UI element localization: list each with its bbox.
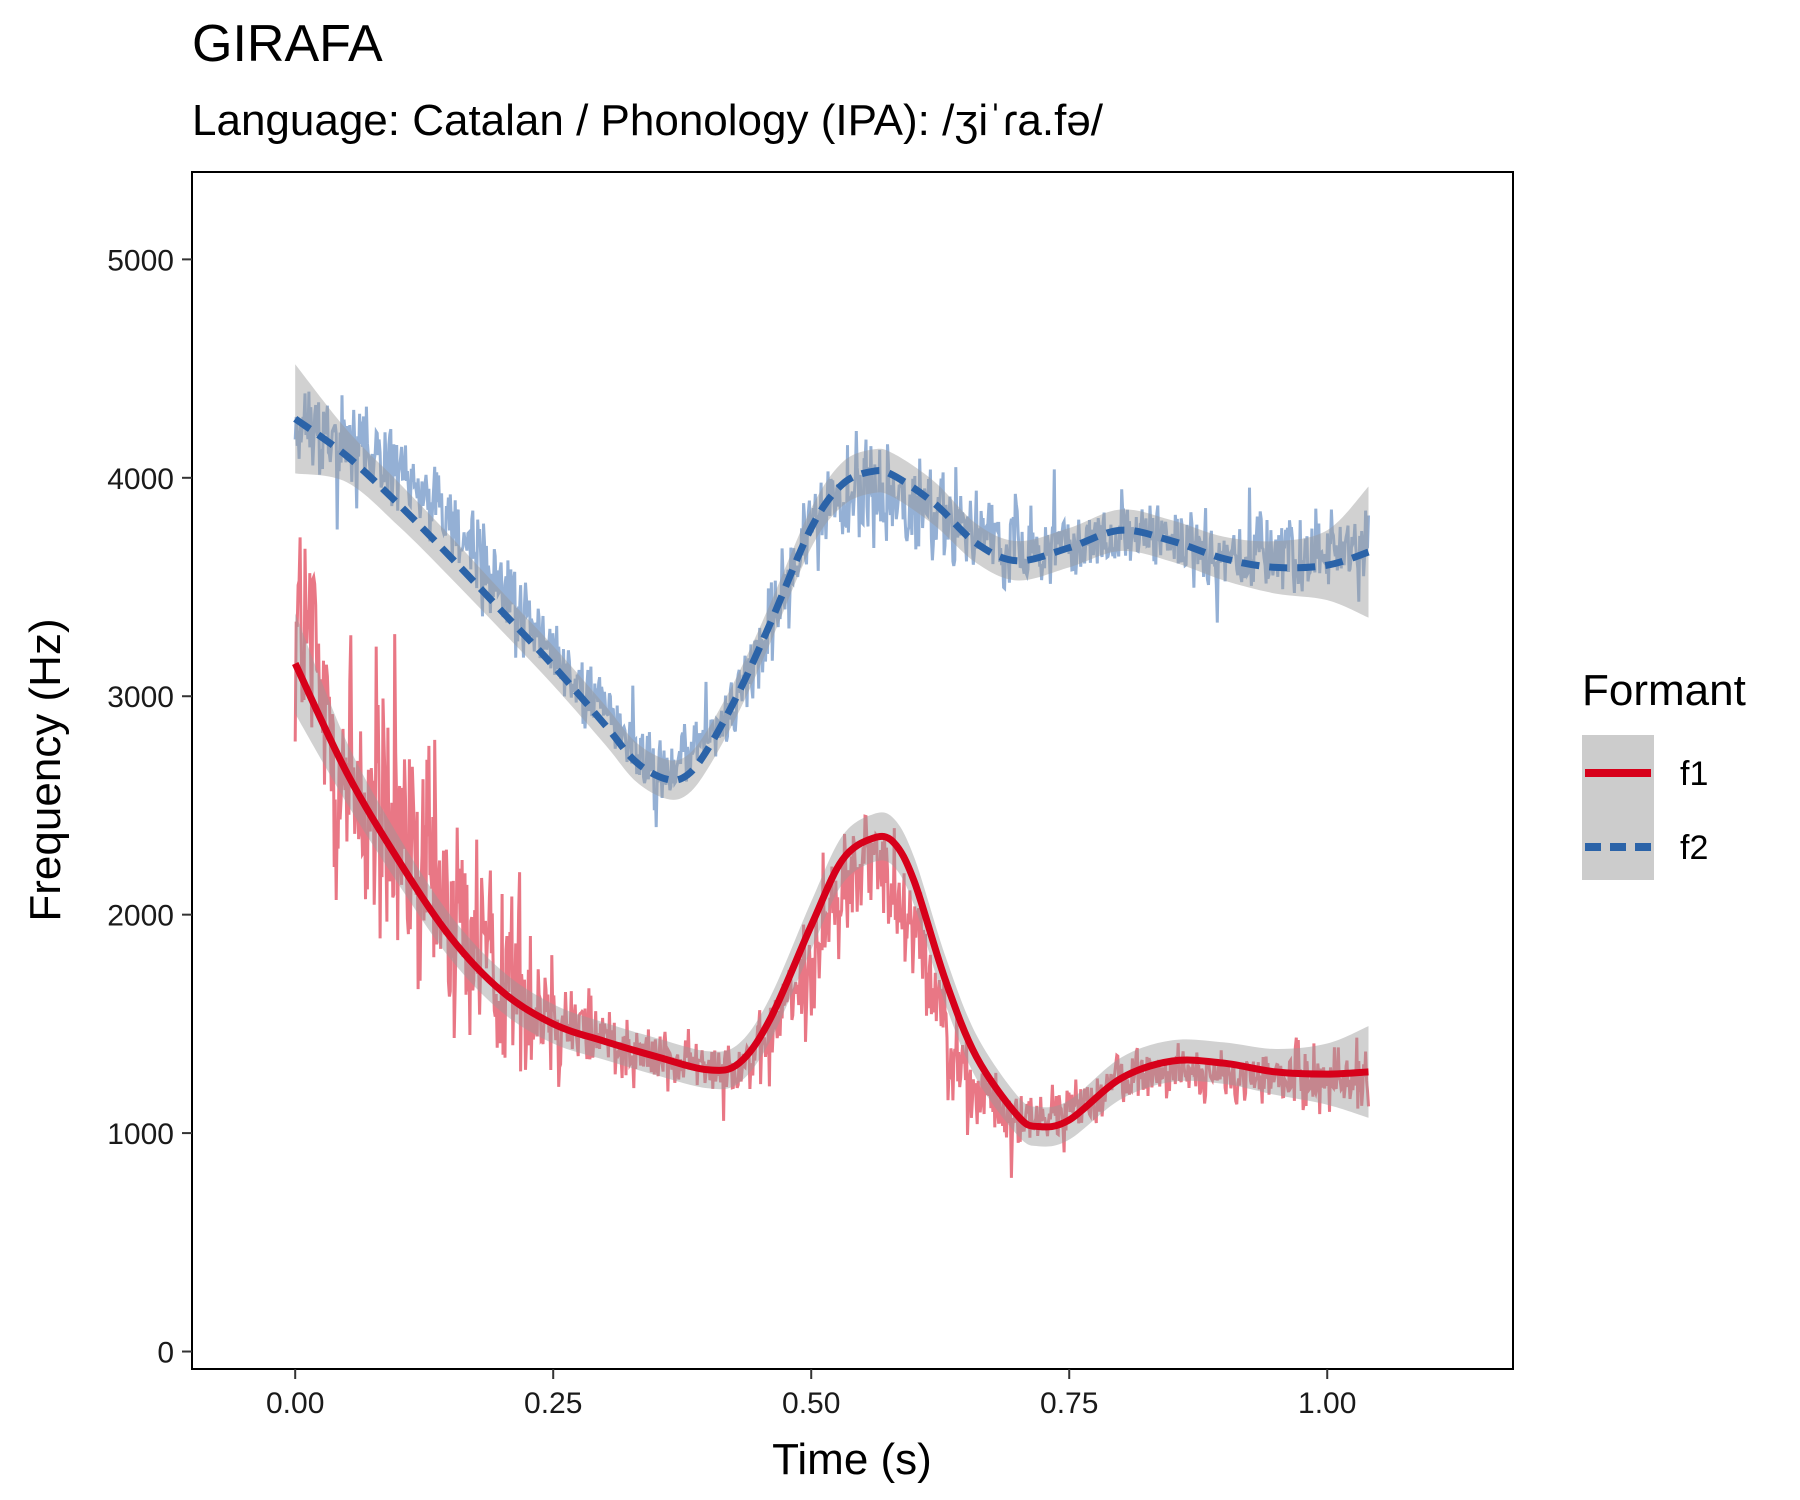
- chart-subtitle: Language: Catalan / Phonology (IPA): /ʒi…: [192, 96, 1104, 145]
- y-axis-title: Frequency (Hz): [21, 618, 70, 921]
- legend-label-f1: f1: [1680, 755, 1708, 793]
- x-axis: 0.00 0.25 0.50 0.75 1.00: [266, 1369, 1356, 1420]
- raw-track-f1: [293, 537, 1370, 1178]
- x-tick-label: 0.75: [1040, 1387, 1098, 1420]
- x-axis-title: Time (s): [772, 1435, 932, 1484]
- legend-key-background: [1582, 735, 1654, 880]
- y-tick-label: 3000: [107, 681, 174, 714]
- raw-track-f2: [293, 391, 1370, 828]
- plot-panel-border: [191, 171, 1514, 1370]
- smooth-line-f1: [292, 662, 1369, 1131]
- y-tick-label: 4000: [107, 463, 174, 496]
- x-tick-label: 1.00: [1298, 1387, 1356, 1420]
- x-tick-label: 0.50: [782, 1387, 840, 1420]
- y-tick-label: 1000: [107, 1118, 174, 1151]
- y-tick-label: 0: [157, 1337, 174, 1370]
- y-tick-label: 5000: [107, 244, 174, 277]
- legend-label-f2: f2: [1680, 829, 1708, 867]
- confidence-band-f2: [295, 364, 1369, 800]
- raw-tracks-layer: [293, 391, 1370, 1178]
- smooth-line-f2: [293, 415, 1370, 784]
- x-tick-label: 0.00: [266, 1387, 324, 1420]
- smooth-lines-layer: [292, 415, 1370, 1131]
- legend: Formant f1 f2: [1582, 666, 1746, 880]
- confidence-bands-layer: [295, 364, 1369, 1147]
- legend-title: Formant: [1582, 666, 1746, 715]
- x-tick-label: 0.25: [524, 1387, 582, 1420]
- y-axis: 0 1000 2000 3000 4000 5000: [107, 244, 192, 1370]
- chart-title: GIRAFA: [192, 15, 383, 73]
- y-tick-label: 2000: [107, 900, 174, 933]
